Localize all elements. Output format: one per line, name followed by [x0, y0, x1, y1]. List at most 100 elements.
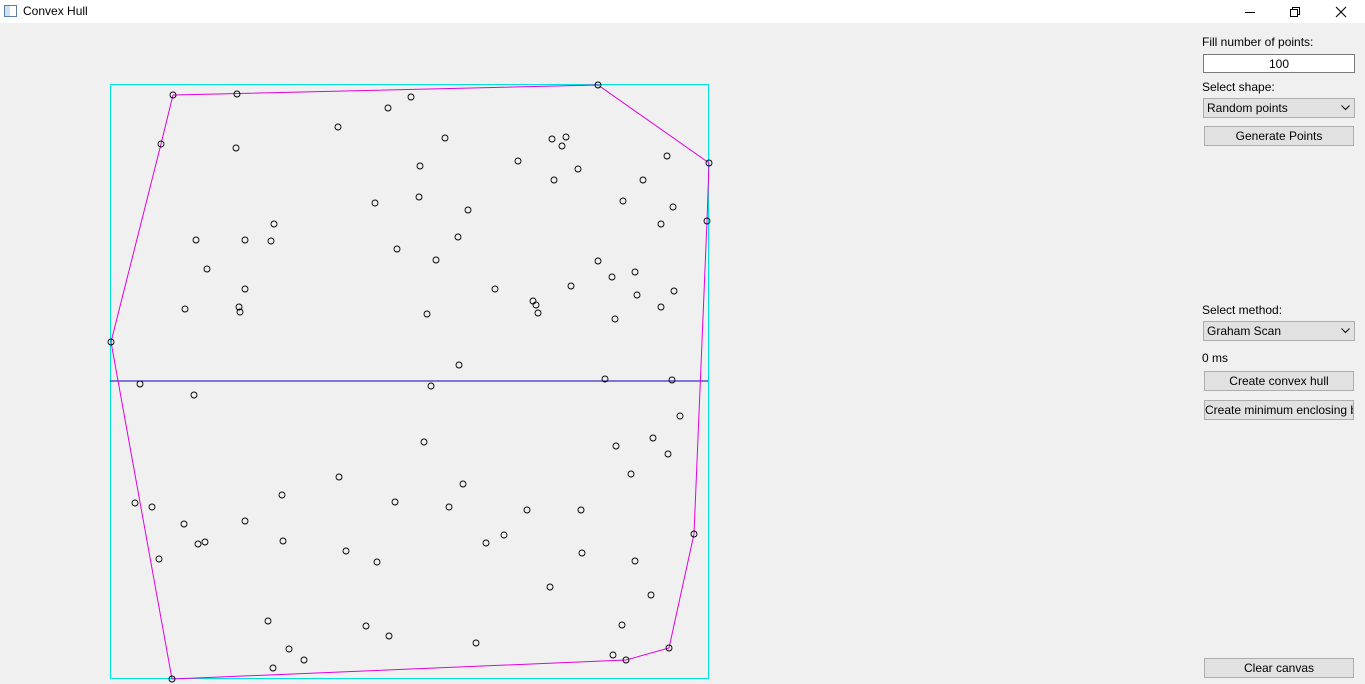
point: [647, 591, 655, 599]
point: [668, 376, 676, 384]
point: [670, 287, 678, 295]
point: [459, 480, 467, 488]
point: [407, 93, 415, 101]
method-select[interactable]: Graham Scan: [1203, 321, 1355, 341]
point: [334, 123, 342, 131]
point: [155, 555, 163, 563]
point: [550, 176, 558, 184]
point: [285, 645, 293, 653]
chevron-down-icon: [1341, 105, 1350, 111]
shape-label: Select shape:: [1202, 80, 1275, 94]
point: [669, 203, 677, 211]
point: [578, 549, 586, 557]
point: [454, 233, 462, 241]
point: [690, 530, 698, 538]
point: [601, 375, 609, 383]
point: [633, 291, 641, 299]
point: [423, 310, 431, 318]
close-button[interactable]: [1318, 0, 1364, 23]
title-bar: Convex Hull: [0, 0, 1365, 23]
shape-select-value: Random points: [1207, 101, 1288, 115]
point: [472, 639, 480, 647]
point: [619, 197, 627, 205]
point: [558, 142, 566, 150]
point: [482, 539, 490, 547]
point: [279, 537, 287, 545]
create-min-box-button[interactable]: Create minimum enclosing box: [1204, 400, 1354, 420]
point: [233, 90, 241, 98]
point: [657, 303, 665, 311]
point: [464, 206, 472, 214]
point: [236, 308, 244, 316]
point: [391, 498, 399, 506]
point: [241, 285, 249, 293]
point: [608, 273, 616, 281]
point: [107, 338, 115, 346]
point: [194, 540, 202, 548]
point: [664, 450, 672, 458]
points-layer: [107, 81, 713, 683]
restore-button[interactable]: [1272, 0, 1318, 23]
point: [362, 622, 370, 630]
point: [232, 144, 240, 152]
points-count-input[interactable]: [1203, 54, 1355, 73]
point: [618, 621, 626, 629]
window-title: Convex Hull: [23, 4, 88, 18]
point: [148, 503, 156, 511]
point: [180, 520, 188, 528]
point: [529, 297, 537, 305]
fill-points-label: Fill number of points:: [1202, 35, 1314, 49]
minimize-icon: [1245, 11, 1255, 13]
point: [192, 236, 200, 244]
point: [278, 491, 286, 499]
point: [168, 675, 176, 683]
method-select-value: Graham Scan: [1207, 324, 1282, 338]
point: [455, 361, 463, 369]
point: [631, 268, 639, 276]
point: [267, 237, 275, 245]
point: [416, 162, 424, 170]
point: [657, 220, 665, 228]
point: [131, 499, 139, 507]
point: [203, 265, 211, 273]
point: [574, 165, 582, 173]
point: [157, 140, 165, 148]
point: [190, 391, 198, 399]
clear-canvas-button[interactable]: Clear canvas: [1204, 658, 1354, 678]
point: [427, 382, 435, 390]
drawing-canvas[interactable]: [0, 23, 1190, 684]
point: [385, 632, 393, 640]
point: [241, 236, 249, 244]
point: [514, 157, 522, 165]
point: [534, 309, 542, 317]
point: [631, 557, 639, 565]
point: [241, 517, 249, 525]
shape-select[interactable]: Random points: [1203, 98, 1355, 118]
point: [548, 135, 556, 143]
convex-hull: [110, 84, 710, 680]
point: [235, 303, 243, 311]
minimize-button[interactable]: [1227, 0, 1273, 23]
point: [639, 176, 647, 184]
point: [169, 91, 177, 99]
point: [181, 305, 189, 313]
generate-points-button[interactable]: Generate Points: [1204, 126, 1354, 146]
point: [500, 531, 508, 539]
point: [432, 256, 440, 264]
point: [420, 438, 428, 446]
method-label: Select method:: [1202, 303, 1283, 317]
point: [676, 412, 684, 420]
point: [270, 220, 278, 228]
point: [300, 656, 308, 664]
canvas-svg: [107, 81, 713, 683]
point: [441, 134, 449, 142]
point: [532, 301, 540, 309]
create-convex-hull-button[interactable]: Create convex hull: [1204, 371, 1354, 391]
point: [609, 651, 617, 659]
point: [649, 434, 657, 442]
point: [491, 285, 499, 293]
point: [577, 506, 585, 514]
point: [269, 664, 277, 672]
point: [562, 133, 570, 141]
point: [663, 152, 671, 160]
